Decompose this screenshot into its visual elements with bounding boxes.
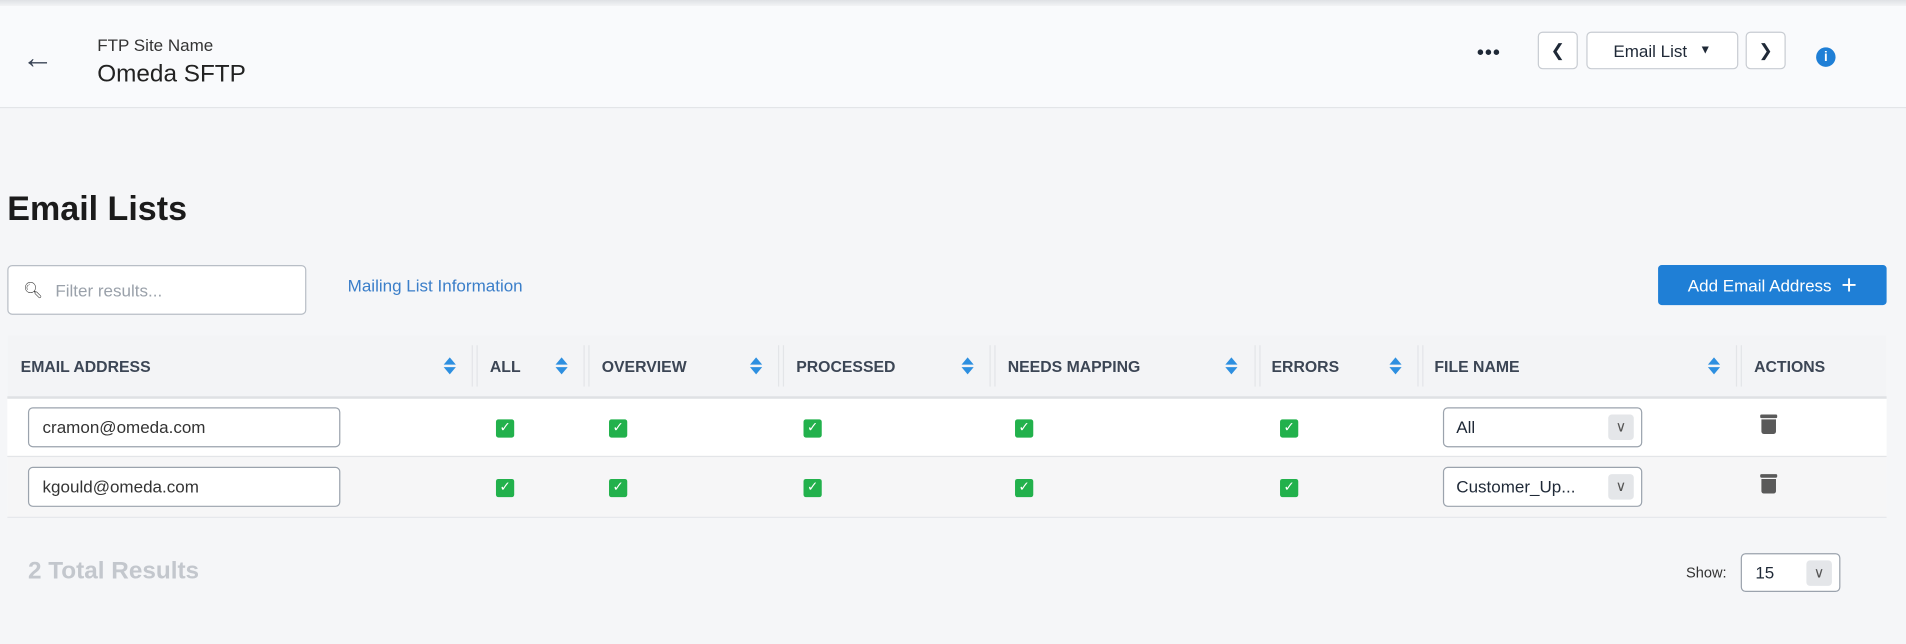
errors-checkbox[interactable]: ✓: [1280, 419, 1299, 438]
page-title: Email Lists: [7, 189, 188, 228]
nav-select-label: Email List: [1613, 40, 1688, 61]
site-name: Omeda SFTP: [97, 60, 246, 88]
trash-icon[interactable]: [1760, 474, 1778, 494]
col-file-name[interactable]: FILE NAME: [1434, 356, 1520, 376]
chevron-down-icon: ∨: [1806, 560, 1832, 586]
needs-mapping-checkbox[interactable]: ✓: [1015, 478, 1034, 498]
table-row: cramon@omeda.com ✓ ✓ ✓ ✓ ✓ All ∨: [7, 398, 1886, 458]
file-name-select[interactable]: All ∨: [1442, 407, 1643, 448]
col-actions: ACTIONS: [1754, 356, 1826, 376]
filter-box[interactable]: 🔍︎: [7, 265, 307, 315]
col-overview[interactable]: OVERVIEW: [601, 356, 687, 376]
plus-icon: +: [1841, 269, 1857, 300]
file-name-value: Customer_Up...: [1456, 476, 1576, 496]
needs-mapping-checkbox[interactable]: ✓: [1015, 419, 1034, 438]
nav-select[interactable]: Email List ▼: [1586, 31, 1739, 70]
back-arrow-icon[interactable]: ←: [21, 38, 54, 76]
processed-checkbox[interactable]: ✓: [803, 419, 822, 438]
site-label: FTP Site Name: [97, 35, 214, 55]
sort-icon[interactable]: [1389, 357, 1399, 374]
column-divider: [1417, 345, 1424, 387]
col-email-address[interactable]: EMAIL ADDRESS: [20, 356, 151, 376]
add-email-address-button[interactable]: Add Email Address +: [1658, 265, 1887, 306]
column-divider: [471, 345, 478, 387]
prev-button[interactable]: ❮: [1537, 31, 1578, 70]
overview-checkbox[interactable]: ✓: [609, 419, 628, 438]
sort-icon[interactable]: [962, 357, 972, 374]
col-needs-mapping[interactable]: NEEDS MAPPING: [1007, 356, 1141, 376]
sort-icon[interactable]: [1708, 357, 1718, 374]
total-results: 2 Total Results: [27, 557, 200, 585]
chevron-right-icon: ❯: [1758, 40, 1773, 60]
table-row: kgould@omeda.com ✓ ✓ ✓ ✓ ✓ Customer_Up..…: [7, 455, 1887, 517]
col-all[interactable]: ALL: [489, 356, 521, 376]
column-divider: [1735, 345, 1742, 387]
info-icon[interactable]: i: [1816, 47, 1836, 67]
overview-checkbox[interactable]: ✓: [609, 478, 628, 498]
table-header: EMAIL ADDRESS ALL OVERVIEW PROCESSED NEE…: [7, 335, 1887, 399]
chevron-down-icon: ∨: [1608, 474, 1634, 500]
page-size-value: 15: [1755, 562, 1775, 583]
sort-icon[interactable]: [444, 357, 454, 374]
sort-icon[interactable]: [750, 357, 760, 374]
sort-icon[interactable]: [1225, 357, 1235, 374]
email-field[interactable]: kgould@omeda.com: [27, 466, 341, 507]
column-divider: [1254, 345, 1261, 387]
email-table: EMAIL ADDRESS ALL OVERVIEW PROCESSED NEE…: [7, 335, 1887, 518]
trash-icon[interactable]: [1760, 414, 1778, 434]
filter-input[interactable]: [52, 278, 301, 301]
all-checkbox[interactable]: ✓: [495, 419, 515, 438]
mailing-list-info-link[interactable]: Mailing List Information: [347, 275, 523, 296]
top-bar: [0, 0, 1906, 7]
add-button-label: Add Email Address: [1687, 275, 1832, 295]
search-icon: 🔍︎: [23, 280, 44, 299]
sort-icon[interactable]: [556, 357, 566, 374]
header: ← FTP Site Name Omeda SFTP ••• ❮ Email L…: [0, 6, 1906, 109]
all-checkbox[interactable]: ✓: [495, 478, 515, 498]
processed-checkbox[interactable]: ✓: [803, 478, 822, 498]
file-name-select[interactable]: Customer_Up... ∨: [1442, 466, 1643, 507]
caret-down-icon: ▼: [1699, 43, 1712, 58]
col-errors[interactable]: ERRORS: [1271, 356, 1340, 376]
errors-checkbox[interactable]: ✓: [1280, 478, 1299, 498]
chevron-down-icon: ∨: [1608, 414, 1634, 441]
column-divider: [777, 345, 785, 387]
page-size-select[interactable]: 15 ∨: [1740, 553, 1841, 592]
column-divider: [989, 345, 996, 387]
email-field[interactable]: cramon@omeda.com: [27, 407, 341, 448]
chevron-left-icon: ❮: [1550, 40, 1565, 60]
more-options-icon[interactable]: •••: [1476, 42, 1502, 64]
file-name-value: All: [1456, 416, 1476, 437]
column-divider: [583, 345, 590, 387]
next-button[interactable]: ❯: [1745, 31, 1786, 70]
col-processed[interactable]: PROCESSED: [796, 356, 896, 376]
show-label: Show:: [1686, 564, 1727, 582]
